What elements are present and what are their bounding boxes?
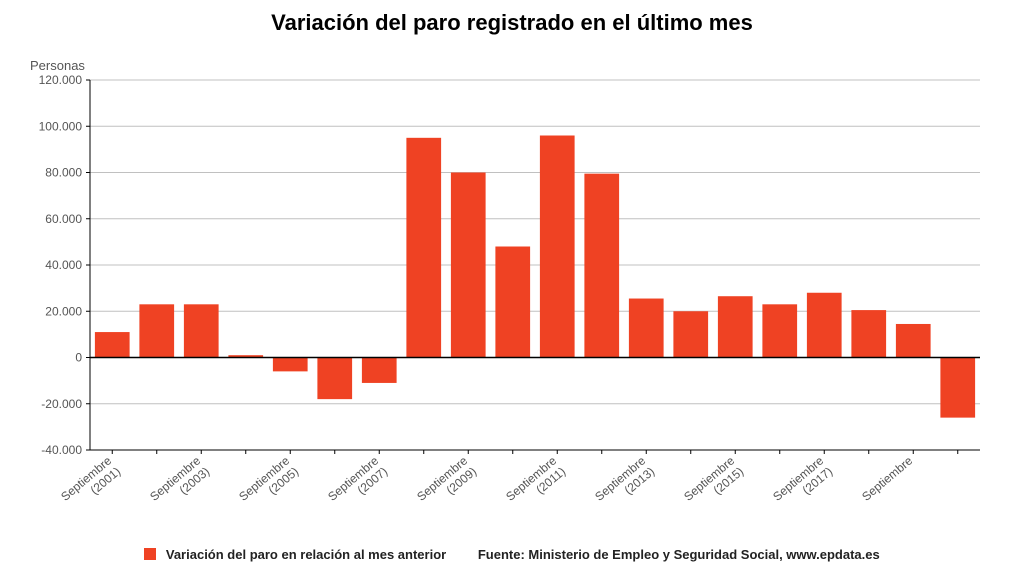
bar (629, 299, 664, 358)
svg-text:0: 0 (75, 351, 82, 365)
bar (584, 174, 619, 358)
bar (317, 358, 352, 400)
bar (495, 247, 530, 358)
svg-text:120.000: 120.000 (39, 73, 83, 87)
bar (762, 304, 797, 357)
bar (718, 296, 753, 357)
x-category-label: Septiembre (859, 453, 915, 503)
bar (362, 358, 397, 383)
source-text: Fuente: Ministerio de Empleo y Seguridad… (478, 547, 880, 562)
legend-text: Variación del paro en relación al mes an… (166, 547, 446, 562)
bar (95, 332, 130, 357)
chart-svg: -40.000 -20.000 0 20.000 40.000 60.000 80.000 1… (0, 0, 1024, 576)
svg-text:80.000: 80.000 (45, 166, 82, 180)
svg-text:20.000: 20.000 (45, 304, 82, 318)
chart-container: { "chart": { "type": "bar", "title": "Va… (0, 0, 1024, 576)
svg-text:100.000: 100.000 (39, 119, 83, 133)
bar (940, 358, 975, 418)
bar (851, 310, 886, 357)
bar (451, 173, 486, 358)
bar (673, 311, 708, 357)
legend-row: Variación del paro en relación al mes an… (0, 547, 1024, 562)
bar (807, 293, 842, 358)
bar (139, 304, 174, 357)
svg-text:40.000: 40.000 (45, 258, 82, 272)
legend-swatch (144, 548, 156, 560)
svg-text:60.000: 60.000 (45, 212, 82, 226)
svg-text:-20.000: -20.000 (41, 397, 82, 411)
bar (406, 138, 441, 358)
bar (184, 304, 219, 357)
bar (273, 358, 308, 372)
svg-text:-40.000: -40.000 (41, 443, 82, 457)
bar (896, 324, 931, 358)
bar (540, 136, 575, 358)
